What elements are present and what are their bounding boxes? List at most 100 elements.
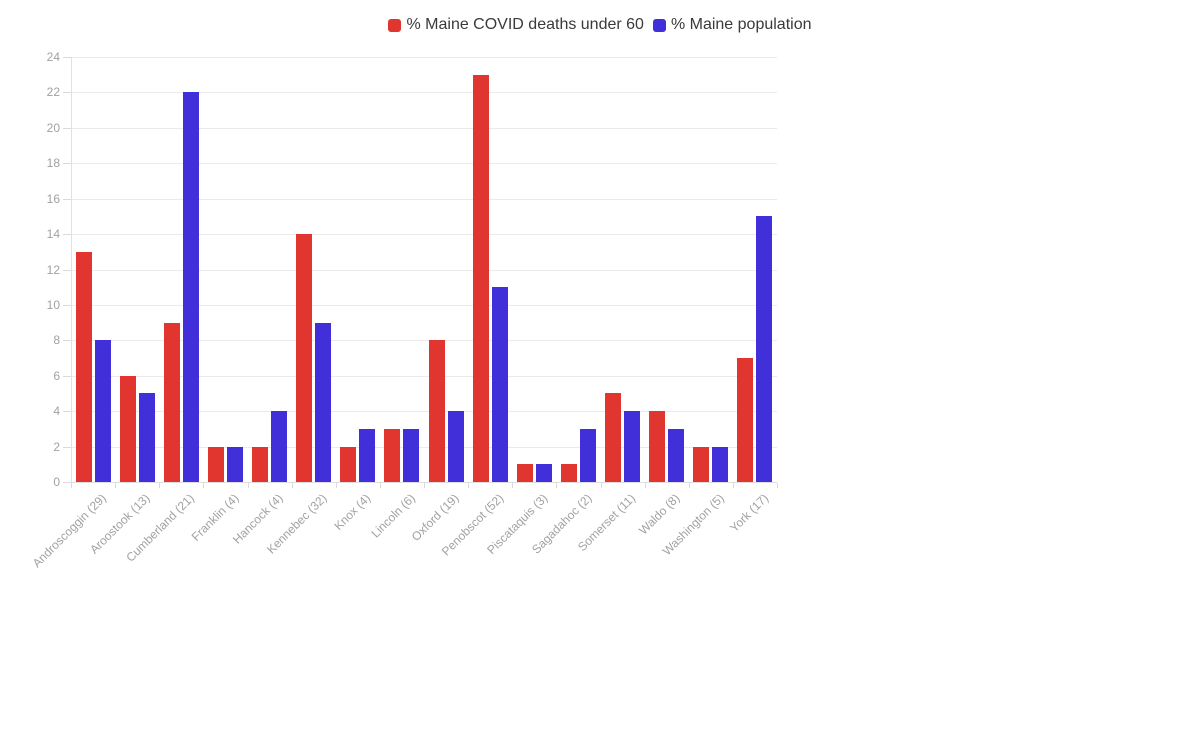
x-axis-tick [688, 483, 690, 488]
y-gridline [71, 269, 777, 271]
bar [75, 251, 92, 482]
y-axis-tick [63, 375, 71, 377]
bar [119, 375, 136, 482]
x-axis-tick [556, 483, 558, 488]
legend-swatch-red [388, 18, 402, 32]
bar [668, 428, 685, 482]
y-axis-tick-label: 20 [46, 120, 60, 135]
x-axis-category-label: York (17) [726, 491, 771, 536]
y-gridline [71, 304, 777, 306]
x-axis-tick [115, 483, 117, 488]
y-axis-tick-label: 16 [46, 191, 60, 206]
y-gridline [71, 340, 777, 342]
y-axis-line [71, 57, 72, 482]
bar [535, 464, 552, 482]
bar [560, 464, 577, 482]
bar [737, 358, 754, 482]
bar [340, 446, 357, 482]
x-axis-tick [600, 483, 602, 488]
legend: % Maine COVID deaths under 60 % Maine po… [0, 14, 1200, 36]
y-axis-tick-label: 6 [53, 368, 60, 383]
bar [226, 446, 243, 482]
y-axis-tick [63, 411, 71, 413]
y-axis-tick-label: 10 [46, 297, 60, 312]
y-gridline [71, 411, 777, 413]
bar [359, 428, 376, 482]
y-gridline [71, 163, 777, 165]
y-gridline [71, 57, 777, 58]
bar [649, 411, 666, 482]
x-axis-tick [203, 483, 205, 488]
y-axis-tick [63, 92, 71, 94]
bar [182, 92, 199, 482]
bar [271, 411, 288, 482]
bar [693, 446, 710, 482]
bar [712, 446, 729, 482]
y-gridline [71, 375, 777, 377]
x-axis-category-label: Knox (4) [331, 491, 374, 533]
y-axis-tick-label: 24 [46, 50, 60, 64]
bar [428, 340, 445, 482]
bar [207, 446, 224, 482]
bar [624, 411, 641, 482]
x-axis-tick [468, 483, 470, 488]
y-gridline [71, 234, 777, 236]
x-axis-tick [777, 483, 778, 488]
y-axis-tick [63, 234, 71, 236]
y-axis-tick [63, 57, 71, 58]
y-axis-tick-label: 2 [53, 439, 60, 454]
bar [491, 287, 508, 482]
legend-item-covid-deaths[interactable]: % Maine COVID deaths under 60 [388, 16, 644, 33]
bar [605, 393, 622, 482]
y-axis-tick-label: 8 [53, 333, 60, 348]
y-axis-tick [63, 340, 71, 342]
y-axis-tick-label: 4 [53, 404, 60, 419]
x-axis-tick [335, 483, 337, 488]
bar [252, 446, 269, 482]
x-axis-tick [732, 483, 734, 488]
legend-label-covid-deaths: % Maine COVID deaths under 60 [406, 16, 644, 33]
bar [403, 428, 420, 482]
bar [756, 216, 773, 482]
x-axis-tick [71, 483, 72, 488]
y-axis-tick-label: 12 [46, 262, 60, 277]
legend-label-population: % Maine population [670, 16, 812, 33]
bar [384, 428, 401, 482]
x-axis-tick [424, 483, 425, 488]
y-axis-tick-label: 0 [53, 475, 60, 489]
y-axis-tick [63, 269, 71, 271]
x-axis-tick [512, 483, 514, 488]
y-gridline [71, 127, 777, 129]
y-axis-tick-label: 22 [46, 85, 60, 100]
x-axis-tick [159, 483, 161, 488]
y-axis-tick [63, 198, 71, 200]
x-axis-category-label: Androscoggin (29) [29, 491, 109, 571]
y-gridline [71, 446, 777, 448]
bar [296, 234, 313, 482]
bar [315, 322, 332, 482]
x-axis-tick [247, 483, 249, 488]
bar [138, 393, 155, 482]
bar [447, 411, 464, 482]
legend-swatch-blue [652, 18, 666, 32]
x-axis-line [63, 482, 777, 483]
y-axis-tick [63, 304, 71, 306]
y-gridline [71, 198, 777, 200]
x-axis-tick [291, 483, 293, 488]
y-axis-tick-label: 18 [46, 156, 60, 171]
x-axis-tick [379, 483, 381, 488]
bar [163, 322, 180, 482]
y-axis-tick-label: 14 [46, 227, 60, 242]
y-axis-tick [63, 127, 71, 129]
bar [516, 464, 533, 482]
y-gridline [71, 92, 777, 94]
x-axis-tick [644, 483, 646, 488]
bar [579, 428, 596, 482]
bar [472, 74, 489, 482]
y-axis-tick [63, 446, 71, 448]
legend-item-population[interactable]: % Maine population [652, 16, 812, 33]
y-axis-tick [63, 163, 71, 165]
bar [94, 340, 111, 482]
